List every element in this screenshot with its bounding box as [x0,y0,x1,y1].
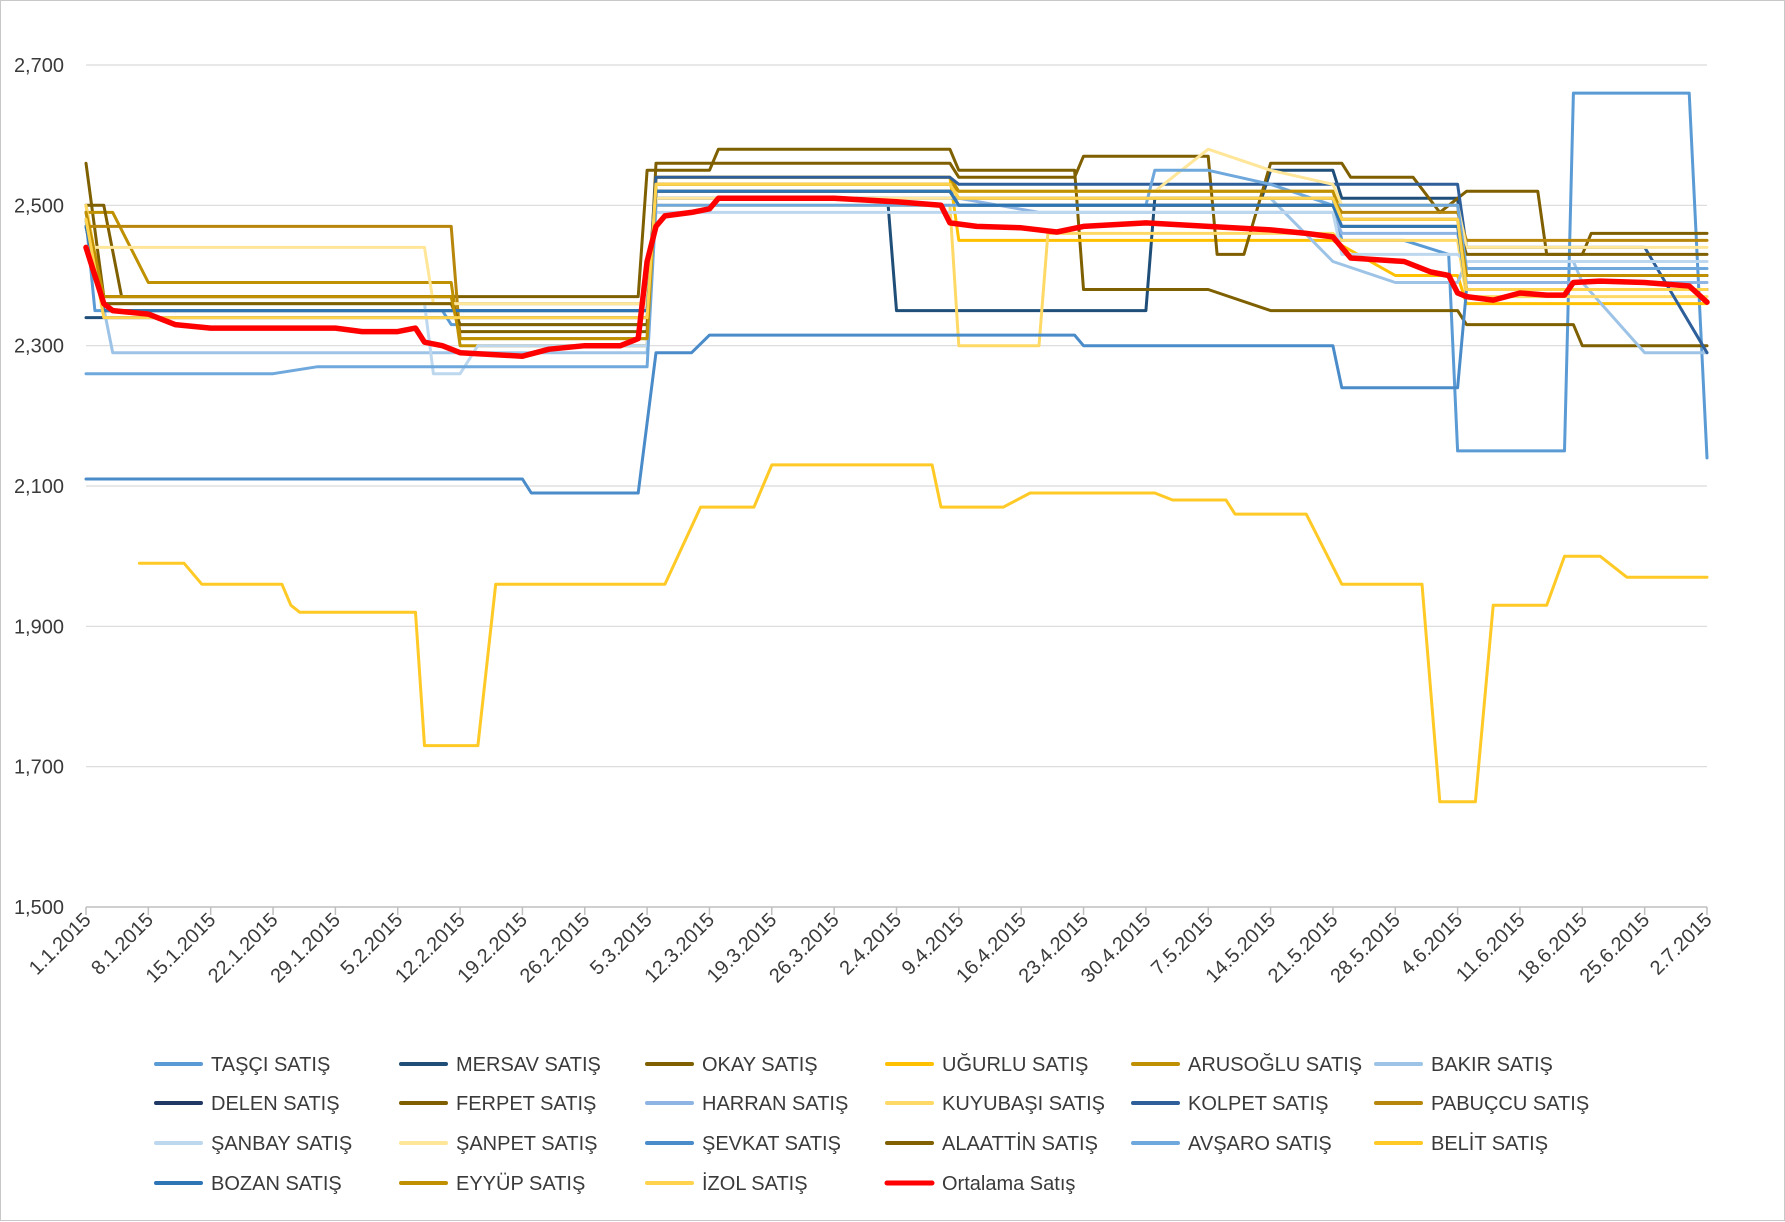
legend-label: KUYUBAŞI SATIŞ [942,1093,1105,1115]
legend-entry: BOZAN SATIŞ [154,1173,342,1195]
legend-entry: FERPET SATIŞ [399,1093,596,1115]
legend-entry: OKAY SATIŞ [645,1054,818,1076]
legend: TAŞÇI SATIŞ MERSAV SATIŞ OKAY SATIŞ UĞURLU … [154,1053,1589,1195]
legend-label: İZOL SATIŞ [702,1172,808,1195]
series-line-21 [84,182,1709,320]
gridlines [86,64,1707,768]
legend-entry: İZOL SATIŞ [645,1172,808,1195]
legend-entry: AVŞARO SATIŞ [1131,1133,1332,1155]
series-line-22 [83,195,1710,359]
legend-label: BAKIR SATIŞ [1431,1054,1553,1076]
legend-label: OKAY SATIŞ [702,1054,818,1076]
legend-entry: Ortalama Satış [884,1173,1075,1195]
legend-entry: PABUÇCU SATIŞ [1374,1093,1589,1115]
legend-entry: ŞANPET SATIŞ [399,1133,598,1155]
legend-entry: ALAATTİN SATIŞ [885,1132,1098,1155]
legend-entry: BAKIR SATIŞ [1374,1054,1553,1076]
legend-entry: KUYUBAŞI SATIŞ [885,1093,1105,1115]
legend-entry: DELEN SATIŞ [154,1093,340,1115]
series-line-15 [84,288,1709,495]
legend-entry: ŞEVKAT SATIŞ [645,1133,841,1155]
legend-label: ARUSOĞLU SATIŞ [1188,1053,1362,1076]
legend-entry: ARUSOĞLU SATIŞ [1131,1053,1362,1076]
legend-label: UĞURLU SATIŞ [942,1053,1088,1076]
x-tick-label: 2.4.2015 [835,909,906,980]
series-lines [83,91,1710,804]
legend-entry: KOLPET SATIŞ [1131,1093,1328,1115]
legend-label: MERSAV SATIŞ [456,1054,601,1076]
legend-label: ŞANBAY SATIŞ [211,1133,352,1155]
legend-label: KOLPET SATIŞ [1188,1093,1328,1115]
legend-label: AVŞARO SATIŞ [1188,1133,1332,1155]
legend-label: TAŞÇI SATIŞ [211,1054,330,1076]
y-tick-label: 1,500 [14,897,64,919]
legend-label: EYYÜP SATIŞ [456,1173,585,1195]
series-line-18 [137,463,1709,804]
legend-entry: TAŞÇI SATIŞ [154,1054,330,1076]
x-tick-label: 1.1.2015 [25,909,96,980]
legend-entry: HARRAN SATIŞ [645,1093,848,1115]
legend-label: Ortalama Satış [942,1173,1075,1195]
legend-entry: ŞANBAY SATIŞ [154,1133,352,1155]
y-tick-label: 2,700 [14,55,64,77]
series-line-6 [84,189,1709,355]
legend-entry: BELİT SATIŞ [1374,1132,1548,1155]
legend-label: HARRAN SATIŞ [702,1093,848,1115]
legend-label: PABUÇCU SATIŞ [1431,1093,1589,1115]
legend-label: BOZAN SATIŞ [211,1173,342,1195]
legend-entry: MERSAV SATIŞ [399,1054,601,1076]
legend-label: FERPET SATIŞ [456,1093,596,1115]
y-tick-label: 2,500 [14,195,64,217]
legend-label: ALAATTİN SATIŞ [942,1132,1098,1155]
y-tick-label: 1,700 [14,757,64,779]
legend-label: ŞANPET SATIŞ [456,1133,598,1155]
y-tick-label: 2,300 [14,336,64,358]
legend-entry: UĞURLU SATIŞ [885,1053,1088,1076]
legend-entry: EYYÜP SATIŞ [399,1173,585,1195]
y-tick-label: 2,100 [14,476,64,498]
legend-label: ŞEVKAT SATIŞ [702,1133,841,1155]
legend-label: BELİT SATIŞ [1431,1132,1548,1155]
series-line-3 [84,147,1709,348]
y-tick-label: 1,900 [14,616,64,638]
legend-label: DELEN SATIŞ [211,1093,340,1115]
x-tick-label: 2.7.2015 [1646,909,1717,980]
